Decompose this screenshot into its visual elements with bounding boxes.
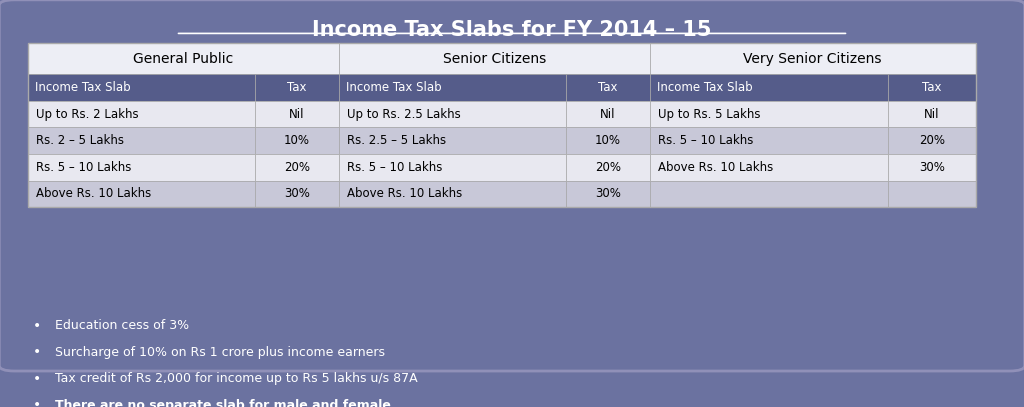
Text: •: • — [33, 372, 41, 386]
Text: There are no separate slab for male and female: There are no separate slab for male and … — [55, 399, 391, 407]
Bar — [888, 74, 976, 101]
Text: Nil: Nil — [289, 108, 304, 121]
Text: •: • — [33, 345, 41, 359]
Text: Senior Citizens: Senior Citizens — [442, 52, 546, 66]
FancyBboxPatch shape — [0, 0, 1024, 371]
Text: 10%: 10% — [595, 134, 621, 147]
Text: Above Rs. 10 Lakhs: Above Rs. 10 Lakhs — [347, 187, 462, 200]
Text: Rs. 5 – 10 Lakhs: Rs. 5 – 10 Lakhs — [347, 161, 442, 174]
Bar — [28, 181, 255, 207]
Text: Rs. 5 – 10 Lakhs: Rs. 5 – 10 Lakhs — [657, 134, 753, 147]
Bar — [339, 101, 565, 127]
Text: 30%: 30% — [284, 187, 309, 200]
Bar — [565, 154, 649, 181]
Text: Rs. 5 – 10 Lakhs: Rs. 5 – 10 Lakhs — [36, 161, 131, 174]
Bar — [888, 101, 976, 127]
Bar — [565, 101, 649, 127]
Text: Income Tax Slab: Income Tax Slab — [35, 81, 131, 94]
Bar — [28, 127, 255, 154]
Bar — [28, 74, 255, 101]
Bar — [255, 101, 339, 127]
Text: Very Senior Citizens: Very Senior Citizens — [743, 52, 882, 66]
Text: Nil: Nil — [600, 108, 615, 121]
Text: 30%: 30% — [919, 161, 945, 174]
Bar — [339, 181, 565, 207]
Text: 20%: 20% — [284, 161, 310, 174]
Text: Education cess of 3%: Education cess of 3% — [55, 319, 189, 332]
Text: Income Tax Slabs for FY 2014 – 15: Income Tax Slabs for FY 2014 – 15 — [312, 20, 712, 40]
Text: Surcharge of 10% on Rs 1 crore plus income earners: Surcharge of 10% on Rs 1 crore plus inco… — [55, 346, 385, 359]
Bar — [339, 74, 565, 101]
Bar — [28, 44, 976, 207]
Bar — [565, 74, 649, 101]
Bar — [649, 181, 888, 207]
Text: Income Tax Slab: Income Tax Slab — [656, 81, 753, 94]
Text: Rs. 2.5 – 5 Lakhs: Rs. 2.5 – 5 Lakhs — [347, 134, 446, 147]
Bar — [649, 101, 888, 127]
Bar — [649, 74, 888, 101]
Bar — [255, 181, 339, 207]
Text: Nil: Nil — [924, 108, 939, 121]
Text: •: • — [33, 398, 41, 407]
Text: 10%: 10% — [284, 134, 310, 147]
Bar — [28, 101, 255, 127]
Bar — [339, 154, 565, 181]
Text: Rs. 2 – 5 Lakhs: Rs. 2 – 5 Lakhs — [36, 134, 124, 147]
Text: Above Rs. 10 Lakhs: Above Rs. 10 Lakhs — [36, 187, 152, 200]
Bar — [28, 44, 339, 74]
Text: Up to Rs. 2.5 Lakhs: Up to Rs. 2.5 Lakhs — [347, 108, 461, 121]
Bar — [649, 154, 888, 181]
Bar — [255, 127, 339, 154]
Text: Up to Rs. 2 Lakhs: Up to Rs. 2 Lakhs — [36, 108, 138, 121]
Text: Tax credit of Rs 2,000 for income up to Rs 5 lakhs u/s 87A: Tax credit of Rs 2,000 for income up to … — [55, 372, 418, 385]
Text: Income Tax Slab: Income Tax Slab — [346, 81, 441, 94]
Text: Above Rs. 10 Lakhs: Above Rs. 10 Lakhs — [657, 161, 773, 174]
Bar — [565, 127, 649, 154]
Text: Up to Rs. 5 Lakhs: Up to Rs. 5 Lakhs — [657, 108, 760, 121]
Text: Tax: Tax — [922, 81, 941, 94]
Bar — [649, 44, 976, 74]
Bar — [339, 127, 565, 154]
Bar — [888, 127, 976, 154]
Bar — [565, 181, 649, 207]
Text: Tax: Tax — [598, 81, 617, 94]
Text: 20%: 20% — [919, 134, 945, 147]
Bar — [888, 154, 976, 181]
Bar — [255, 154, 339, 181]
Bar — [888, 181, 976, 207]
Text: 30%: 30% — [595, 187, 621, 200]
Text: •: • — [33, 319, 41, 333]
Text: General Public: General Public — [133, 52, 233, 66]
Bar — [255, 74, 339, 101]
Text: Tax: Tax — [287, 81, 306, 94]
Bar — [28, 154, 255, 181]
Text: 20%: 20% — [595, 161, 621, 174]
Bar — [649, 127, 888, 154]
Bar — [339, 44, 649, 74]
